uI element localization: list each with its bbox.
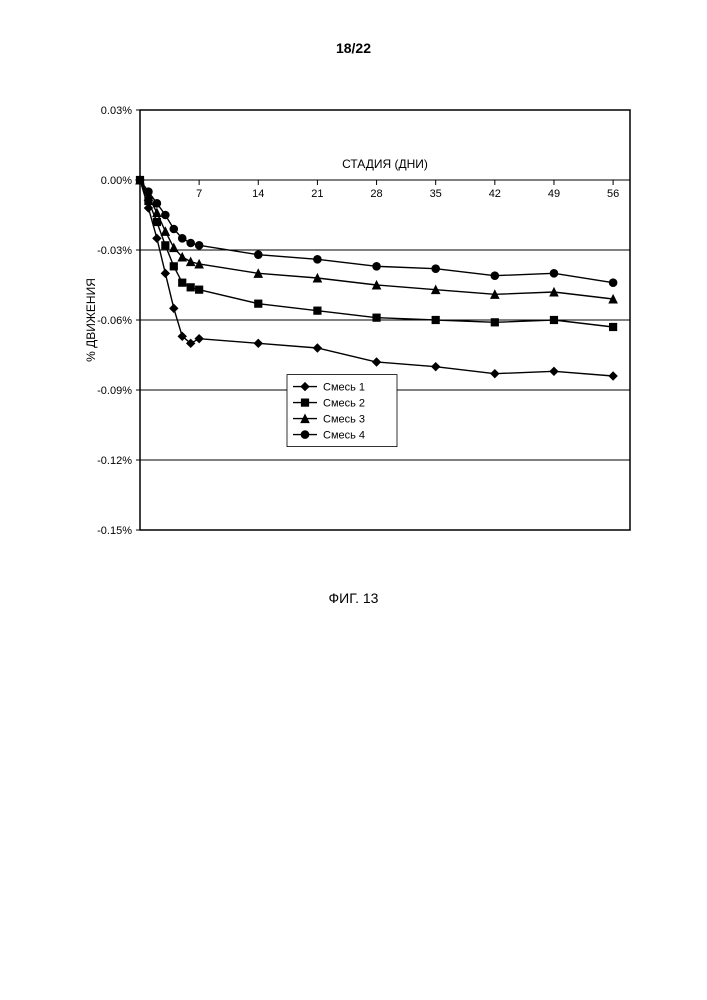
x-tick-label: 42: [489, 188, 501, 200]
circle-marker: [432, 265, 440, 273]
circle-marker: [145, 188, 153, 196]
page: 18/22 0.03% 0.00% -0.03% -0.06% -0.09% -0.12%…: [0, 0, 707, 1000]
y-tick-label: 0.03%: [101, 105, 132, 117]
circle-marker: [178, 235, 186, 243]
circle-marker: [162, 211, 170, 219]
square-marker: [170, 263, 177, 270]
circle-marker: [550, 270, 558, 278]
diamond-marker: [609, 372, 617, 380]
legend-label: Смесь 3: [323, 414, 365, 426]
circle-marker: [195, 242, 203, 250]
x-tick-label: 14: [252, 188, 264, 200]
y-tick-label: -0.09%: [97, 385, 132, 397]
circle-marker: [301, 431, 309, 439]
diamond-marker: [373, 358, 381, 366]
diamond-marker: [195, 335, 203, 343]
x-axis-title: СТАДИЯ (ДНИ): [342, 157, 428, 171]
y-tick-label: -0.12%: [97, 455, 132, 467]
square-marker: [179, 279, 186, 286]
circle-marker: [491, 272, 499, 280]
x-tick-label: 7: [196, 188, 202, 200]
circle-marker: [187, 239, 195, 247]
circle-marker: [136, 176, 144, 184]
chart-container: 0.03% 0.00% -0.03% -0.06% -0.09% -0.12% -0.15%…: [80, 100, 640, 560]
circle-marker: [170, 225, 178, 233]
square-marker: [255, 300, 262, 307]
square-marker: [187, 284, 194, 291]
diamond-marker: [170, 304, 178, 312]
circle-marker: [254, 251, 262, 259]
square-marker: [432, 316, 439, 323]
triangle-marker: [170, 244, 178, 252]
legend-label: Смесь 1: [323, 382, 365, 394]
x-tick-label: 28: [370, 188, 382, 200]
x-tick-label: 35: [430, 188, 442, 200]
diamond-marker: [550, 367, 558, 375]
triangle-marker: [153, 209, 161, 217]
circle-marker: [153, 200, 161, 208]
diamond-marker: [153, 234, 161, 242]
x-tick-label: 49: [548, 188, 560, 200]
circle-marker: [609, 279, 617, 287]
square-marker: [162, 242, 169, 249]
square-marker: [196, 286, 203, 293]
y-axis-title: % ДВИЖЕНИЯ: [84, 278, 98, 362]
square-marker: [610, 323, 617, 330]
series-line: [140, 180, 613, 376]
diamond-marker: [254, 339, 262, 347]
diamond-marker: [491, 370, 499, 378]
square-marker: [491, 319, 498, 326]
square-marker: [373, 314, 380, 321]
series-line: [140, 180, 613, 327]
triangle-marker: [187, 258, 195, 266]
square-marker: [301, 399, 308, 406]
square-marker: [550, 316, 557, 323]
line-chart: 0.03% 0.00% -0.03% -0.06% -0.09% -0.12% -0.15%…: [80, 100, 640, 560]
figure-caption: ФИГ. 13: [0, 590, 707, 606]
legend-label: Смесь 2: [323, 398, 365, 410]
y-tick-label: -0.03%: [97, 245, 132, 257]
circle-marker: [314, 256, 322, 264]
diamond-marker: [313, 344, 321, 352]
y-tick-label: -0.15%: [97, 525, 132, 537]
page-number: 18/22: [0, 40, 707, 56]
y-tick-label: 0.00%: [101, 175, 132, 187]
x-tick-label: 56: [607, 188, 619, 200]
diamond-marker: [161, 269, 169, 277]
diamond-marker: [432, 363, 440, 371]
circle-marker: [373, 263, 381, 271]
x-tick-label: 21: [311, 188, 323, 200]
y-tick-label: -0.06%: [97, 315, 132, 327]
legend-label: Смесь 4: [323, 430, 365, 442]
square-marker: [314, 307, 321, 314]
triangle-marker: [161, 227, 169, 235]
